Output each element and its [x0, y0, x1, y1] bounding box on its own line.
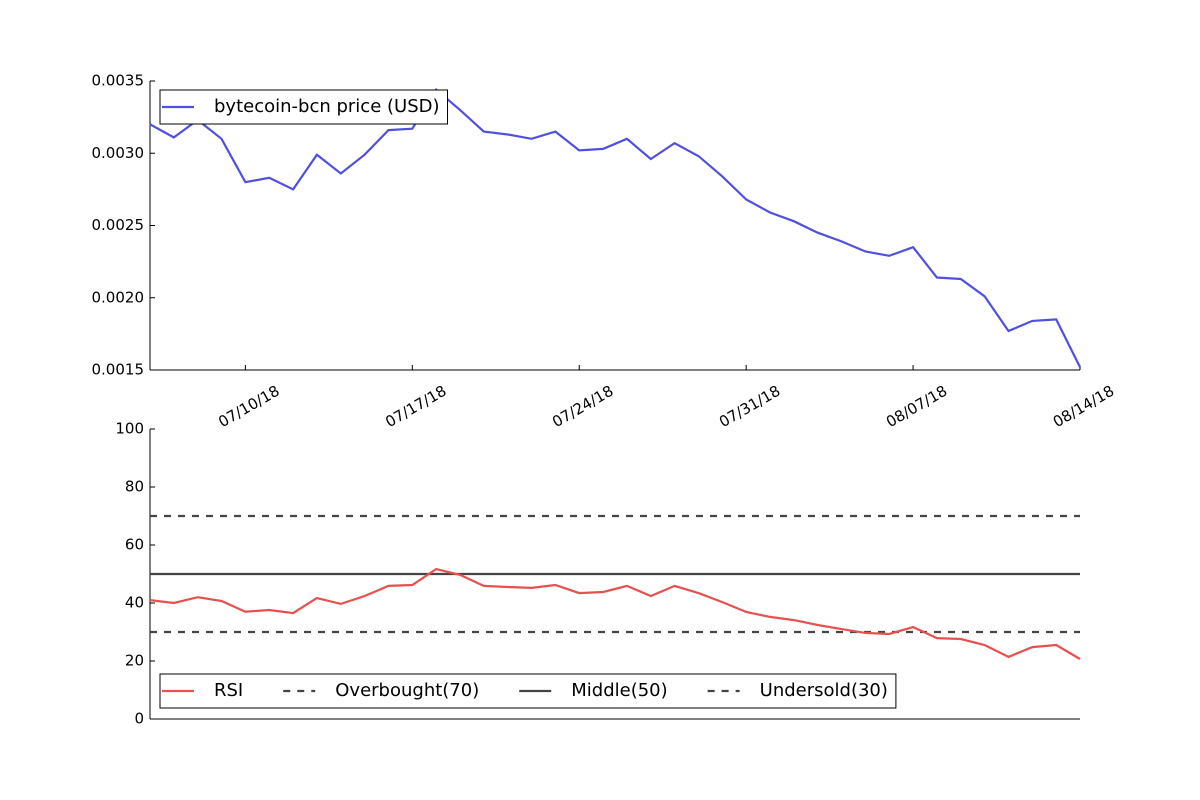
data-line — [149, 88, 1081, 368]
y-tick-label: 100 — [115, 420, 144, 438]
legend-label: Middle(50) — [571, 680, 667, 701]
legend-label: RSI — [214, 680, 243, 701]
y-tick-label: 0.0025 — [92, 216, 145, 234]
legend: RSI Overbought(70) Middle(50) Undersold(30) — [159, 673, 897, 709]
data-line — [149, 567, 1081, 660]
y-tick-label: 0 — [134, 710, 144, 728]
x-tick-label: 07/17/18 — [382, 382, 449, 431]
legend-label: bytecoin-bcn price (USD) — [214, 96, 440, 117]
y-tick-label: 40 — [125, 594, 144, 612]
legend: bytecoin-bcn price (USD) — [159, 89, 449, 125]
x-tick-label: 07/24/18 — [549, 382, 616, 431]
y-tick-label: 0.0020 — [92, 288, 145, 306]
x-tick-label: 08/14/18 — [1050, 382, 1117, 431]
legend-frame — [159, 89, 449, 125]
y-tick-label: 0.0015 — [92, 361, 145, 379]
y-tick-label: 60 — [125, 536, 144, 554]
x-tick-label: 07/31/18 — [716, 382, 783, 431]
x-tick-label: 07/10/18 — [215, 382, 282, 431]
y-tick-label: 20 — [125, 652, 144, 670]
legend-label: Overbought(70) — [335, 680, 479, 701]
legend-label: Undersold(30) — [760, 680, 888, 701]
y-tick-label: 80 — [125, 478, 144, 496]
x-tick-label: 08/07/18 — [883, 382, 950, 431]
y-tick-label: 0.0030 — [92, 144, 145, 162]
y-tick-label: 0.0035 — [92, 72, 145, 90]
